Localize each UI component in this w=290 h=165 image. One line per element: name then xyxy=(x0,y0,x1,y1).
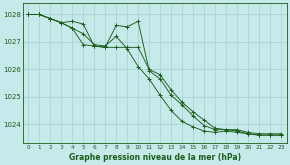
X-axis label: Graphe pression niveau de la mer (hPa): Graphe pression niveau de la mer (hPa) xyxy=(68,152,241,162)
